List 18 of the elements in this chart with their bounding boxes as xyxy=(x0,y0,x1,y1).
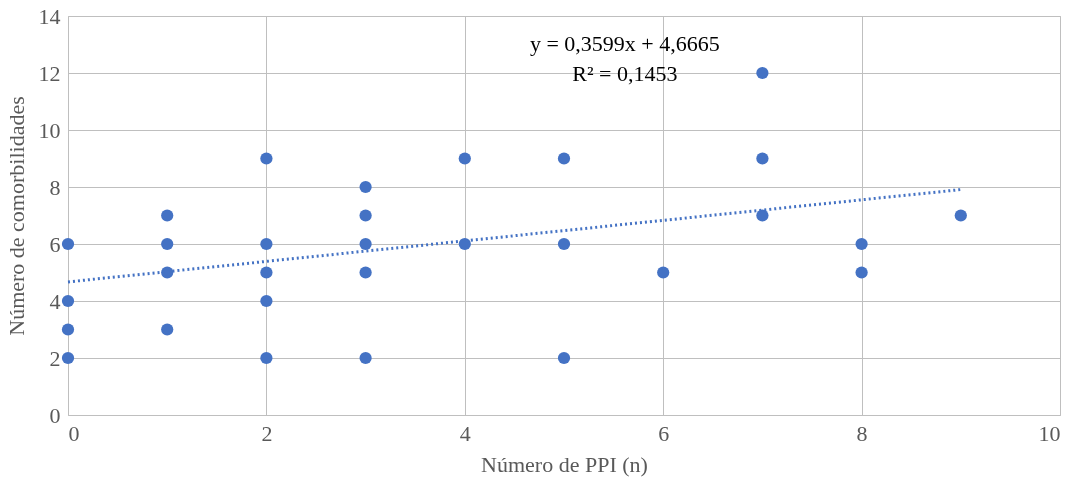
y-tick-label: 14 xyxy=(38,3,61,29)
x-tick-label: 0 xyxy=(68,420,80,446)
x-tick-label: 8 xyxy=(856,420,868,446)
y-axis-title: Número de comorbilidades xyxy=(3,96,29,336)
x-tick-label: 2 xyxy=(261,420,273,446)
annotation: R² = 0,1453 xyxy=(572,61,678,86)
x-axis-title: Número de PPI (n) xyxy=(481,451,648,477)
x-tick-label: 6 xyxy=(658,420,670,446)
y-tick-label: 2 xyxy=(49,345,61,371)
y-tick-label: 10 xyxy=(38,117,61,143)
y-tick-label: 4 xyxy=(49,288,61,314)
annotation: y = 0,3599x + 4,6665 xyxy=(529,31,720,56)
x-tick-label: 4 xyxy=(459,420,471,446)
y-tick-label: 12 xyxy=(38,60,61,86)
x-tick-label: 10 xyxy=(1038,420,1061,446)
y-tick-label: 0 xyxy=(49,402,61,428)
y-tick-label: 8 xyxy=(49,174,61,200)
y-tick-label: 6 xyxy=(49,231,61,257)
